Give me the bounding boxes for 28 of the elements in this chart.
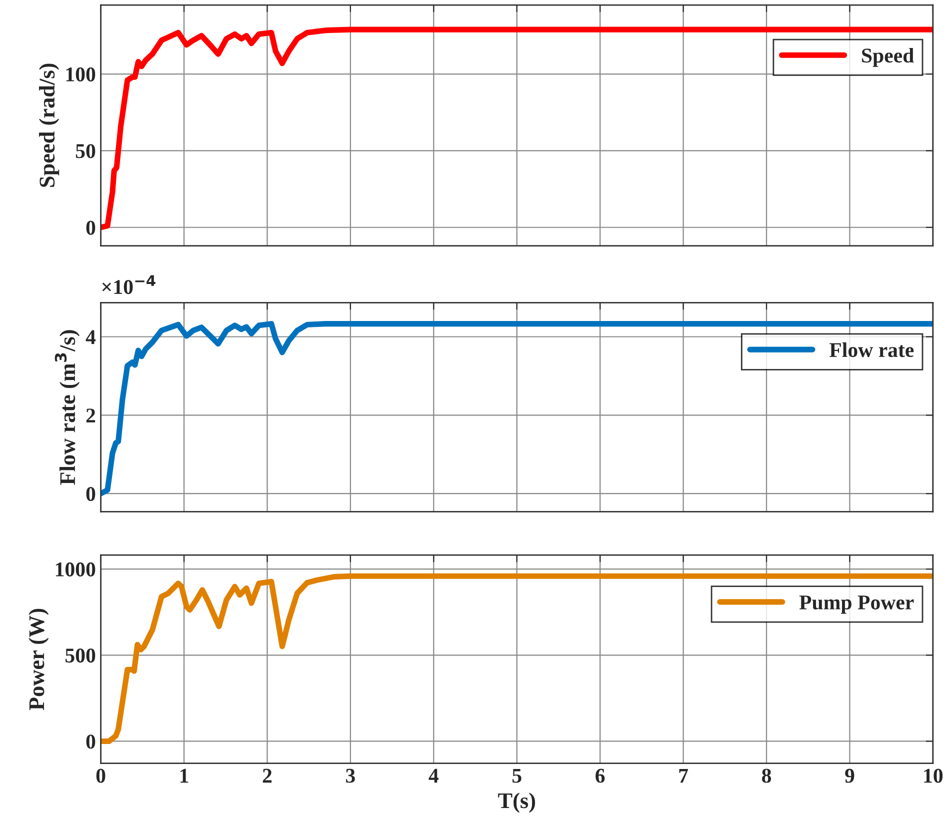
text: ×10$^{−4}$ (102, 275, 156, 294)
x-axis-title: T(s) (498, 792, 536, 813)
y-axis-title: Speed (rad/s) (38, 64, 60, 187)
legend-label: Flow rate (830, 342, 914, 358)
y-axis-title: Power (W) (28, 608, 49, 710)
x-tick-label: 0 (96, 768, 106, 783)
legend-label: Speed (862, 48, 914, 67)
legend-label: Pump Power (799, 596, 914, 614)
y-tick-label: 4 (86, 330, 96, 344)
x-tick-label: 1 (180, 768, 188, 783)
x-tick-label: 5 (512, 768, 522, 783)
y-tick-label: 0 (86, 486, 96, 502)
x-tick-label: 10 (924, 768, 943, 783)
y-tick-label: 2 (86, 408, 96, 422)
x-tick-label: 7 (679, 768, 688, 783)
x-tick-label: 8 (762, 768, 772, 783)
x-tick-label: 2 (262, 768, 272, 783)
x-tick-label: 4 (428, 768, 438, 783)
y-tick-label: 500 (66, 648, 96, 663)
x-tick-label: 3 (346, 768, 355, 783)
y-tick-label: 0 (86, 734, 96, 749)
y-tick-label: 1000 (56, 562, 96, 576)
y-axis-title: Flow rate (m$^{3}$/s) (54, 330, 80, 485)
y-tick-label: 0 (86, 220, 96, 235)
x-tick-label: 6 (596, 768, 605, 783)
y-tick-label: 50 (76, 144, 96, 158)
y-tick-label: 100 (66, 67, 96, 82)
x-tick-label: 9 (845, 768, 854, 783)
